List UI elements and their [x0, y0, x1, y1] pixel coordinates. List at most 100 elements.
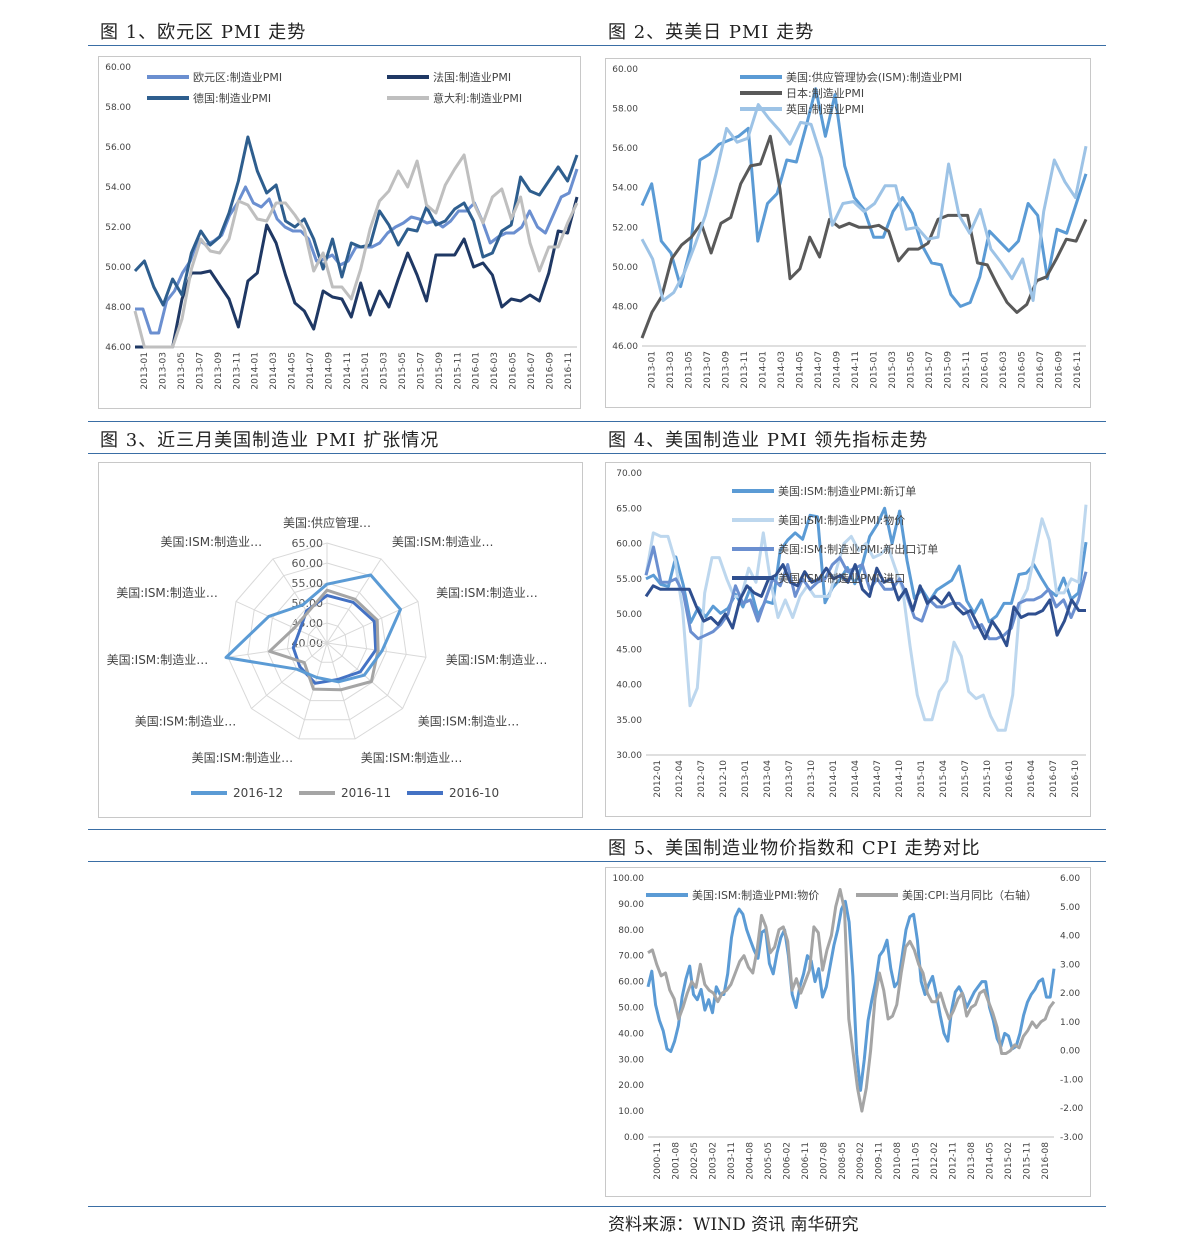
x-tick-label: 2014-07 — [814, 351, 824, 389]
x-tick-label: 2013-01 — [140, 352, 150, 390]
x-tick-label: 2013-09 — [214, 352, 224, 390]
y-tick-label: 50.00 — [105, 263, 131, 273]
x-tick-label: 2006-11 — [801, 1142, 811, 1180]
legend-label-2: 日本:制造业PMI — [786, 86, 864, 100]
x-tick-label: 2014-04 — [851, 760, 861, 798]
series-line-2 — [135, 196, 579, 349]
x-tick-label: 2014-01 — [829, 760, 839, 798]
x-tick-label: 2016-05 — [509, 352, 519, 390]
y-tick-label: 90.00 — [618, 900, 644, 910]
x-tick-label: 2002-05 — [690, 1142, 700, 1180]
x-tick-label: 2016-09 — [545, 352, 555, 390]
x-tick-label: 2016-07 — [1036, 351, 1046, 389]
x-tick-label: 2015-01 — [917, 760, 927, 798]
radar-series-2016-12 — [224, 573, 402, 684]
x-tick-label: 2013-05 — [177, 352, 187, 390]
x-tick-label: 2013-07 — [195, 352, 205, 390]
fig2-title: 图 2、英美日 PMI 走势 — [608, 22, 815, 43]
y-tick-label: 45.00 — [616, 645, 642, 655]
x-tick-label: 2010-08 — [893, 1142, 903, 1180]
x-tick-label: 2003-02 — [709, 1142, 719, 1180]
y-tick-label: 60.00 — [616, 540, 642, 550]
x-tick-label: 2015-01 — [869, 351, 879, 389]
series-line-4 — [644, 563, 1086, 648]
rule-mid1 — [88, 421, 1106, 422]
rule-mid3 — [88, 829, 1106, 830]
y-tick-label: 60.00 — [612, 65, 638, 75]
y-tick-label: 46.00 — [105, 343, 131, 353]
legend-label-4: 意大利:制造业PMI — [433, 91, 522, 105]
x-tick-label: 2013-03 — [159, 352, 169, 390]
y-tick-label: 30.00 — [616, 751, 642, 761]
x-tick-label: 2009-02 — [856, 1142, 866, 1180]
x-tick-label: 2013-01 — [741, 760, 751, 798]
radar-tick-label: 55.00 — [292, 577, 324, 590]
fig3-panel: 40.00 45.00 50.00 55.00 60.00 65.00 美国:供应管理… 美国… — [98, 462, 583, 818]
y-tick-label: 0.00 — [624, 1133, 644, 1143]
legend-label-1: 2016-12 — [233, 786, 283, 800]
y-tick-label: 70.00 — [616, 469, 642, 479]
radar-category-label: 美国:ISM:制造业… — [446, 653, 548, 667]
radar-category-label: 美国:供应管理… — [283, 515, 371, 530]
y-tick-label: 48.00 — [105, 303, 131, 313]
x-tick-label: 2013-08 — [967, 1142, 977, 1180]
x-tick-label: 2013-04 — [763, 760, 773, 798]
legend-label-2: 美国:ISM:制造业PMI:物价 — [778, 513, 905, 527]
x-tick-label: 2007-08 — [819, 1142, 829, 1180]
x-tick-label: 2015-11 — [453, 352, 463, 390]
fig5-panel: 0.00 10.00 20.00 30.00 40.00 50.00 60.00 70.00 8… — [605, 867, 1091, 1197]
x-tick-label: 2009-11 — [875, 1142, 885, 1180]
x-tick-label: 2014-01 — [251, 352, 261, 390]
y-tick-label: 54.00 — [105, 183, 131, 193]
x-tick-label: 2013-11 — [232, 352, 242, 390]
x-tick-label: 2016-01 — [1005, 760, 1015, 798]
radar-category-label: 美国:ISM:制造业… — [116, 586, 218, 600]
x-tick-label: 2016-08 — [1041, 1142, 1051, 1180]
x-tick-label: 2013-07 — [703, 351, 713, 389]
x-tick-label: 2013-10 — [807, 760, 817, 798]
x-tick-label: 2001-08 — [672, 1142, 682, 1180]
x-tick-label: 2013-09 — [721, 351, 731, 389]
y-right-tick-label: 4.00 — [1060, 932, 1080, 942]
radar-category-label: 美国:ISM:制造业… — [135, 715, 237, 729]
x-tick-label: 2014-01 — [758, 351, 768, 389]
x-tick-label: 2014-05 — [288, 352, 298, 390]
x-tick-label: 2015-05 — [906, 351, 916, 389]
x-tick-label: 2015-03 — [888, 351, 898, 389]
y-tick-label: 58.00 — [612, 105, 638, 115]
x-tick-label: 2004-08 — [746, 1142, 756, 1180]
x-tick-label: 2016-04 — [1027, 760, 1037, 798]
x-tick-label: 2014-10 — [895, 760, 905, 798]
x-tick-label: 2013-11 — [740, 351, 750, 389]
y-right-tick-label: 6.00 — [1060, 874, 1080, 884]
y-tick-label: 50.00 — [616, 610, 642, 620]
rule-mid4 — [88, 861, 1106, 862]
legend-label-2: 美国:CPI:当月同比（右轴） — [902, 888, 1037, 902]
x-tick-label: 2013-01 — [647, 351, 657, 389]
radar-spoke — [326, 558, 382, 644]
radar-grid-ring — [306, 622, 348, 663]
series-line-4 — [133, 153, 579, 349]
x-tick-label: 2014-11 — [851, 351, 861, 389]
series-line-1 — [645, 506, 1088, 624]
x-tick-label: 2003-11 — [727, 1142, 737, 1180]
x-tick-label: 2015-07 — [925, 351, 935, 389]
y-tick-label: 70.00 — [618, 952, 644, 962]
x-tick-label: 2012-04 — [675, 760, 685, 798]
series-line-2 — [640, 134, 1088, 339]
x-tick-label: 2006-02 — [782, 1142, 792, 1180]
y-tick-label: 55.00 — [616, 575, 642, 585]
radar-spoke — [272, 558, 328, 644]
fig3-title: 图 3、近三月美国制造业 PMI 扩张情况 — [100, 430, 440, 451]
x-tick-label: 2013-07 — [785, 760, 795, 798]
x-tick-label: 2015-07 — [416, 352, 426, 390]
y-right-tick-label: 5.00 — [1060, 903, 1080, 913]
x-tick-label: 2008-05 — [838, 1142, 848, 1180]
legend-label-1: 美国:ISM:制造业PMI:新订单 — [778, 484, 916, 498]
x-tick-label: 2016-03 — [999, 351, 1009, 389]
series-line-3 — [644, 545, 1088, 641]
y-right-tick-label: -1.00 — [1060, 1075, 1084, 1085]
legend-label-1: 美国:ISM:制造业PMI:物价 — [692, 888, 819, 902]
x-tick-label: 2015-07 — [961, 760, 971, 798]
source-note: 资料来源：WIND 资讯 南华研究 — [608, 1215, 859, 1235]
